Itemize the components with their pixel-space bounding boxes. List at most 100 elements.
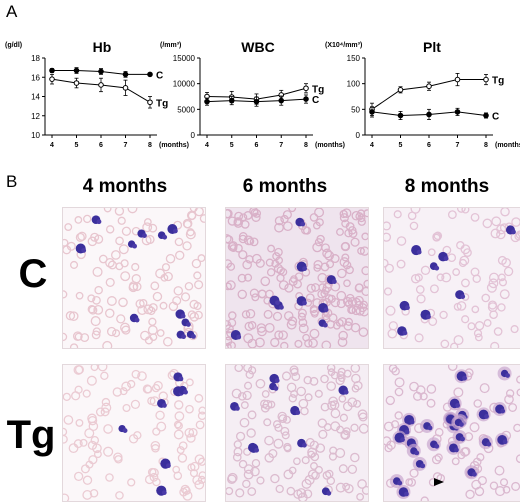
red-blood-cell xyxy=(351,211,362,221)
red-blood-cell xyxy=(396,259,406,269)
red-blood-cell xyxy=(414,333,424,343)
red-blood-cell xyxy=(153,380,163,391)
white-blood-cell-lobe xyxy=(142,233,147,238)
wbc-x-tick-label: 4 xyxy=(205,142,209,149)
red-blood-cell xyxy=(426,398,436,408)
red-blood-cell xyxy=(440,339,450,348)
wbc-x-tick-label: 8 xyxy=(304,142,308,149)
red-blood-cell xyxy=(314,208,325,218)
red-blood-cell xyxy=(106,326,117,337)
red-blood-cell xyxy=(489,481,499,490)
red-blood-cell xyxy=(227,474,237,485)
red-blood-cell xyxy=(226,235,234,245)
red-blood-cell xyxy=(275,256,284,265)
plt-series-c-point xyxy=(426,111,432,118)
red-blood-cell xyxy=(458,258,468,268)
red-blood-cell xyxy=(499,289,510,300)
red-blood-cell xyxy=(342,482,351,491)
hb-series-tg-point xyxy=(98,82,104,88)
white-blood-cell-lobe xyxy=(505,373,510,378)
white-blood-cell-lobe xyxy=(172,228,178,234)
red-blood-cell xyxy=(87,294,96,303)
white-blood-cell-lobe xyxy=(454,447,459,453)
red-blood-cell xyxy=(393,210,402,219)
red-blood-cell xyxy=(451,457,460,466)
red-blood-cell xyxy=(257,326,267,337)
red-blood-cell xyxy=(251,212,261,222)
red-blood-cell xyxy=(105,308,115,319)
red-blood-cell xyxy=(75,418,84,427)
red-blood-cell xyxy=(340,241,351,252)
red-blood-cell xyxy=(312,298,323,308)
red-blood-cell xyxy=(337,337,348,348)
red-blood-cell xyxy=(190,461,200,472)
red-blood-cell xyxy=(94,285,103,295)
red-blood-cell xyxy=(105,473,114,482)
red-blood-cell xyxy=(243,381,253,390)
red-blood-cell xyxy=(75,291,84,300)
wbc-unit-label: (/mm³) xyxy=(160,42,181,49)
red-blood-cell xyxy=(497,303,506,312)
red-blood-cell xyxy=(199,214,205,223)
red-blood-cell xyxy=(305,437,315,447)
red-blood-cell xyxy=(256,476,265,485)
red-blood-cell xyxy=(73,439,83,449)
hb-series-c-point xyxy=(49,67,55,74)
red-blood-cell xyxy=(310,462,318,470)
red-blood-cell xyxy=(173,286,184,296)
red-blood-cell xyxy=(358,423,368,434)
white-blood-cell-lobe xyxy=(443,256,449,261)
hb-series-tg-point xyxy=(73,80,80,86)
red-blood-cell xyxy=(254,337,265,348)
red-blood-cell xyxy=(128,282,138,293)
red-blood-cell xyxy=(91,330,101,340)
red-blood-cell xyxy=(250,466,260,477)
red-blood-cell xyxy=(394,377,405,388)
red-blood-cell xyxy=(247,366,257,375)
red-blood-cell xyxy=(335,318,344,327)
red-blood-cell xyxy=(441,272,452,283)
red-blood-cell xyxy=(273,438,284,449)
red-blood-cell xyxy=(238,234,248,244)
red-blood-cell xyxy=(240,401,249,410)
red-blood-cell xyxy=(252,209,262,218)
white-blood-cell-lobe xyxy=(343,389,349,395)
red-blood-cell xyxy=(121,226,132,236)
red-blood-cell xyxy=(330,408,341,419)
red-blood-cell xyxy=(115,236,124,246)
red-blood-cell xyxy=(84,428,95,439)
white-blood-cell-lobe xyxy=(434,443,440,449)
red-blood-cell xyxy=(152,477,161,487)
red-blood-cell xyxy=(515,230,520,240)
white-blood-cell-lobe xyxy=(404,491,409,497)
white-blood-cell-lobe xyxy=(302,300,307,306)
hb-y-tick-label: 18 xyxy=(31,54,40,63)
red-blood-cell xyxy=(139,298,148,308)
red-blood-cell xyxy=(384,232,392,242)
red-blood-cell xyxy=(501,257,511,268)
red-blood-cell xyxy=(354,295,364,306)
red-blood-cell xyxy=(281,431,290,440)
red-blood-cell xyxy=(103,208,112,213)
red-blood-cell xyxy=(471,305,480,314)
white-blood-cell-lobe xyxy=(166,463,171,469)
red-blood-cell xyxy=(490,228,501,239)
red-blood-cell xyxy=(385,305,396,316)
red-blood-cell xyxy=(361,485,368,495)
red-blood-cell xyxy=(97,365,108,372)
plt-x-tick-label: 7 xyxy=(456,142,460,149)
red-blood-cell xyxy=(476,453,485,462)
red-blood-cell xyxy=(456,208,466,213)
red-blood-cell xyxy=(350,237,360,247)
white-blood-cell-lobe xyxy=(500,408,506,414)
red-blood-cell xyxy=(226,280,236,291)
red-blood-cell xyxy=(189,469,199,478)
red-blood-cell xyxy=(163,336,173,347)
red-blood-cell xyxy=(336,425,345,434)
red-blood-cell xyxy=(183,220,192,229)
red-blood-cell xyxy=(118,244,129,255)
red-blood-cell xyxy=(486,282,497,293)
white-blood-cell-lobe xyxy=(427,425,433,431)
wbc-y-tick-label: 10000 xyxy=(173,80,196,89)
red-blood-cell xyxy=(361,286,368,297)
